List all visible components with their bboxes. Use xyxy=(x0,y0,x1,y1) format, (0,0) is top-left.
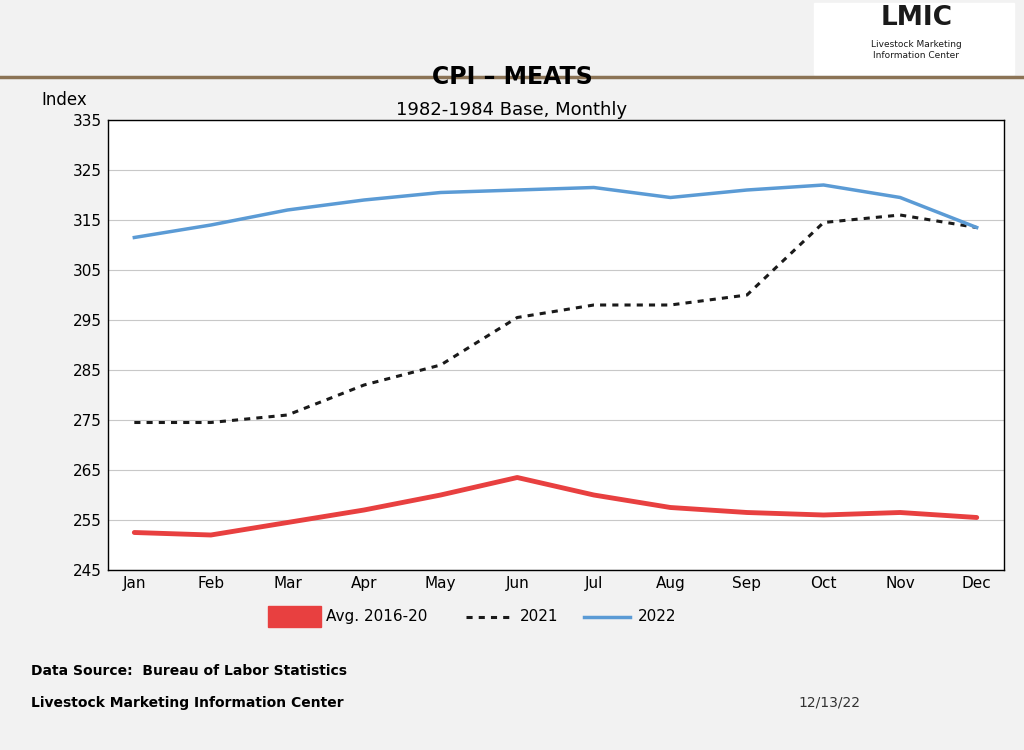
Text: 12/13/22: 12/13/22 xyxy=(799,696,861,710)
Text: Livestock Marketing
Information Center: Livestock Marketing Information Center xyxy=(871,40,962,60)
Text: 1982-1984 Base, Monthly: 1982-1984 Base, Monthly xyxy=(396,101,628,119)
FancyBboxPatch shape xyxy=(814,3,1014,74)
Text: CPI – MEATS: CPI – MEATS xyxy=(432,64,592,88)
Text: Livestock Marketing Information Center: Livestock Marketing Information Center xyxy=(31,696,343,710)
Text: Avg. 2016-20: Avg. 2016-20 xyxy=(326,609,427,624)
Text: 2022: 2022 xyxy=(638,609,677,624)
Text: LMIC: LMIC xyxy=(881,4,952,31)
Text: Data Source:  Bureau of Labor Statistics: Data Source: Bureau of Labor Statistics xyxy=(31,664,347,678)
Text: 2021: 2021 xyxy=(520,609,559,624)
Text: Index: Index xyxy=(41,91,87,109)
